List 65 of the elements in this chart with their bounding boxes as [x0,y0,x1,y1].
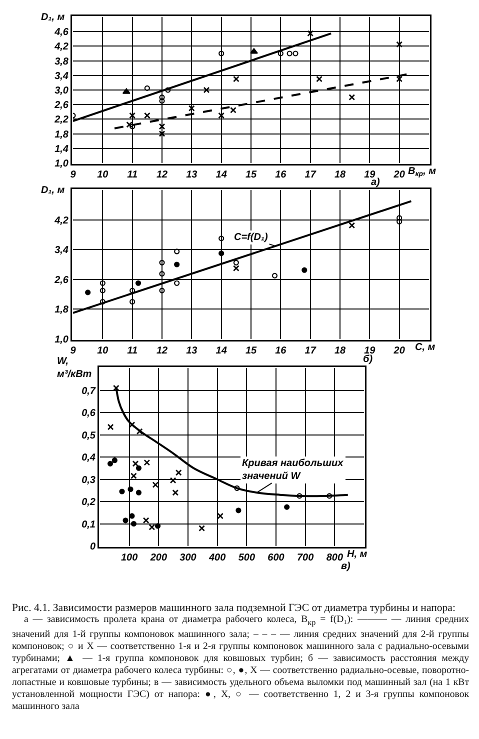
x-tick-label: 800 [326,552,344,564]
y-tick-label: 1,8 [54,129,69,140]
y-axis-title: D₁, м [41,185,66,196]
x-tick-label: 10 [97,170,109,180]
x-tick-label: 12 [156,170,168,180]
y-axis-title: W, м³/кВт [57,356,92,380]
y-axis-title: D₁, м [41,12,66,23]
x-tick-label: 14 [216,346,228,356]
y-tick-label: 4,2 [54,42,69,53]
x-tick-label: 14 [216,170,228,180]
x-tick-label: 200 [149,552,168,564]
y-tick-label: 1,8 [54,304,69,316]
y-tick-label: 2,6 [54,274,69,286]
x-tick-label: 9 [70,346,76,356]
y-tick-label: 0,5 [82,430,96,442]
y-tick-label: 3,4 [54,245,69,256]
y-tick-label: 0,6 [82,408,96,419]
x-tick-label: 18 [334,170,346,180]
y-tick-label: 3,0 [54,86,69,96]
y-tick-label: 1,4 [54,144,69,155]
y-tick-label: 1,0 [54,334,69,346]
x-tick-label: 100 [120,552,138,564]
x-tick-label: 16 [275,346,287,356]
x-tick-label: 13 [186,170,198,180]
y-tick-label: 0,7 [82,386,96,397]
x-tick-label: 15 [245,346,257,356]
text: а — зависимость пролета крана от диаметра рабочего колеса, B$_{кр}$ = f(D₁): ——— — линия средних значений для 1-й группы компоновок машинного зала; – – – — линия средних значений для 2-й группы компоновок; ○ и X — соответственно 1-я и 2-я группы компоновок машинного зала с радиально-осевыми турбинами; ▲ — 1-я группа компоновок для ковшовых турбин; б — зависимость расстояния между агрегатами от диаметра рабочего колеса турбины: ○, ●, X — соответственно радиально-осевые, поворотно-лопастные и ковшовые турбины; в — зависимость удельного объема выломки под машинный зал (на 1 кВт установленной мощности ГЭС) от напора: ●, X, ○ — соответственно 1, 2 и 3-я группы компоновок машинного зала [12,614,469,712]
x-tick-label: 16 [275,170,287,180]
y-tick-label: 3,8 [54,56,69,68]
annotation: Кривая наибольших значений W [242,458,344,482]
x-tick-label: 12 [156,346,168,356]
y-tick-label: 0 [90,542,96,552]
x-tick-label: 20 [392,170,406,180]
text: в) [341,561,352,572]
x-tick-label: 9 [70,170,76,180]
x-tick-label: 11 [127,346,138,356]
x-tick-label: 20 [392,346,406,356]
x-tick-label: 600 [268,552,285,564]
x-tick-label: 500 [238,552,256,564]
x-tick-label: 17 [304,170,316,180]
annotation: C=f(D₁) [234,232,268,243]
y-tick-label: 4,2 [54,215,69,226]
x-tick-label: 10 [97,346,109,356]
y-tick-label: 0,2 [82,497,96,508]
x-tick-label: 17 [304,346,316,356]
y-tick-label: 2,2 [54,114,69,126]
x-tick-label: 700 [296,552,314,564]
x-tick-label: 300 [180,552,197,564]
x-axis-title: B$_{кр}$, м [408,166,437,178]
x-tick-label: 18 [334,346,346,356]
x-tick-label: 15 [245,170,257,180]
y-tick-label: 0,3 [82,474,96,486]
text: б) [363,354,374,365]
y-tick-label: 4,6 [54,27,69,38]
y-tick-label: 3,4 [54,70,69,82]
y-tick-label: 2,6 [54,100,69,112]
x-tick-label: 13 [186,346,198,356]
x-tick-label: 11 [127,170,138,180]
y-tick-label: 0,1 [82,519,96,530]
x-axis-title: C, м [415,342,436,353]
y-tick-label: 0,4 [82,452,96,464]
x-axis-title: H, м [347,549,368,560]
text: Рис. 4.1. Зависимости размеров машинного зала подземной ГЭС от диаметра турбины и напора: [12,602,456,614]
x-tick-label: 400 [208,552,226,564]
y-tick-label: 1,0 [54,158,69,170]
